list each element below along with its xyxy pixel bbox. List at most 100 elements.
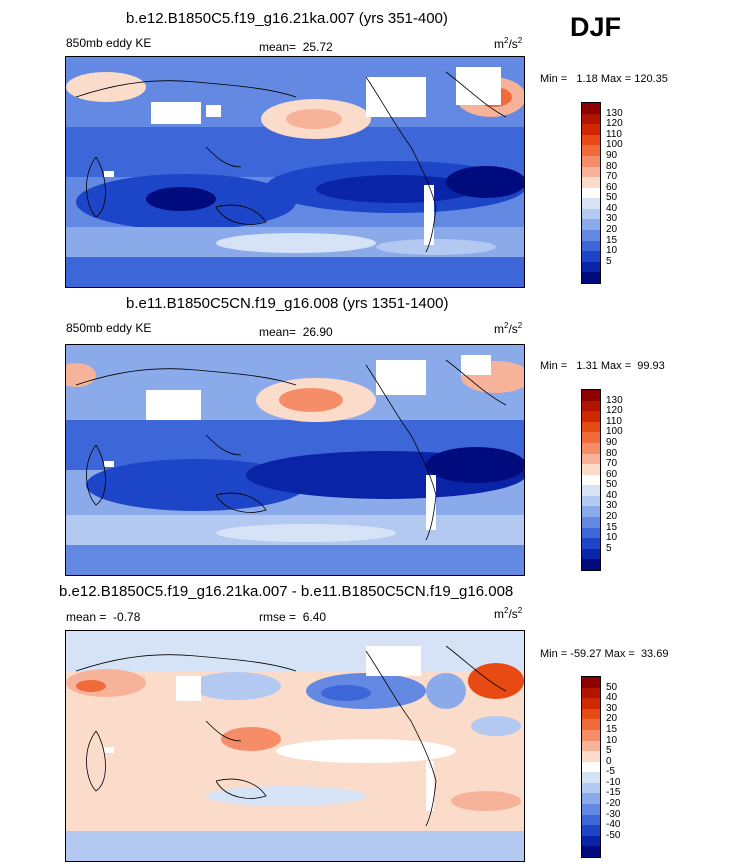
colorbar-tick-label: 120 [606, 405, 623, 417]
panel-3-minmax: Min = -59.27 Max = 33.69 [540, 648, 669, 660]
panel-3-colorbar: 50 40 30 20 15 10 5 0 -5 -10 -15 -20 -30 -40 -50 [581, 676, 620, 858]
colorbar-cell [582, 230, 600, 242]
colorbar-tick-label: 5 [606, 542, 612, 554]
colorbar-tick-label: 15 [606, 723, 618, 735]
panel-1-title: b.e12.B1850C5.f19_g16.21ka.007 (yrs 351-… [126, 10, 448, 27]
colorbar-cell [582, 708, 600, 720]
colorbar-tick-label: 100 [606, 426, 623, 438]
panel-2-title: b.e11.B1850C5CN.f19_g16.008 (yrs 1351-14… [126, 295, 449, 312]
colorbar-cell [582, 729, 600, 742]
colorbar-cell [582, 495, 600, 507]
colorbar-cell [582, 559, 600, 571]
colorbar-cell [582, 506, 600, 518]
colorbar-tick-label: 50 [606, 192, 618, 204]
colorbar-tick-label: -5 [606, 766, 615, 778]
colorbar-tick-label: -30 [606, 808, 621, 820]
panel-3-mean: mean = -0.78 [66, 610, 141, 624]
colorbar-cell [582, 442, 600, 455]
colorbar-cell [582, 208, 600, 220]
colorbar-cell [582, 261, 600, 273]
colorbar-tick-label: 5 [606, 745, 612, 757]
colorbar-tick-label: 70 [606, 171, 618, 183]
colorbar-cell [582, 474, 600, 486]
colorbar-tick-label: 130 [606, 394, 623, 406]
colorbar-cell [582, 166, 600, 178]
colorbar-cell [582, 835, 600, 847]
panel-2-variable-label: 850mb eddy KE [66, 321, 152, 335]
colorbar-tick-label: 90 [606, 149, 618, 161]
colorbar-tick-label: 10 [606, 734, 618, 746]
colorbar-tick-label: 50 [606, 479, 618, 491]
colorbar-cell [582, 687, 600, 699]
panel-2-map-field [66, 345, 524, 575]
colorbar-tick-label: 80 [606, 447, 618, 459]
colorbar-cell [582, 124, 600, 136]
colorbar-cell [582, 155, 600, 168]
season-label: DJF [570, 12, 622, 42]
colorbar-cell [582, 219, 600, 231]
colorbar-cell [582, 527, 600, 539]
colorbar-cell [582, 251, 600, 263]
colorbar-cell [582, 400, 600, 412]
panel-1-variable-label: 850mb eddy KE [66, 36, 152, 50]
panel-1-units: m2/s2 [494, 36, 523, 51]
colorbar-cell [582, 548, 600, 560]
colorbar-cell [582, 453, 600, 465]
colorbar-cell [582, 814, 600, 826]
panel-2-colorbar: 130 120 110 100 90 80 70 60 50 40 30 20 15 10 5 [581, 389, 623, 571]
colorbar-cell [582, 113, 600, 125]
colorbar-tick-label: 70 [606, 458, 618, 470]
colorbar-tick-label: 20 [606, 713, 618, 725]
colorbar-cell [582, 177, 600, 189]
colorbar-cell [582, 421, 600, 433]
colorbar-cell [582, 485, 600, 497]
panel-2-minmax: Min = 1.31 Max = 99.93 [540, 360, 665, 372]
colorbar-tick-label: 40 [606, 489, 618, 501]
panel-1-map [65, 56, 525, 288]
colorbar-tick-label: 60 [606, 181, 618, 193]
panel-3-units: m2/s2 [494, 606, 523, 621]
colorbar-cell [582, 751, 600, 763]
colorbar-tick-label: -50 [606, 829, 621, 841]
colorbar-tick-label: 80 [606, 160, 618, 172]
colorbar-cell [582, 411, 600, 423]
colorbar-cell [582, 846, 600, 858]
panel-3-rmse: rmse = 6.40 [259, 610, 327, 624]
colorbar-cell [582, 538, 600, 550]
colorbar-tick-label: 130 [606, 107, 623, 119]
panel-2-map [65, 344, 525, 576]
panel-1-map-field [66, 57, 524, 287]
colorbar-tick-label: 20 [606, 224, 618, 236]
colorbar-tick-label: 40 [606, 202, 618, 214]
colorbar-cell [582, 793, 600, 805]
panel-1-colorbar: 130 120 110 100 90 80 70 60 50 40 30 20 15 10 5 [581, 102, 623, 284]
colorbar-cell [582, 432, 600, 444]
colorbar-cell [582, 464, 600, 476]
colorbar-cell [582, 390, 600, 402]
colorbar-cell [582, 698, 600, 710]
colorbar-tick-label: 110 [606, 415, 622, 427]
colorbar-tick-label: 50 [606, 681, 618, 693]
colorbar-cell [582, 517, 600, 529]
colorbar-tick-label: 30 [606, 702, 618, 714]
panel-2-mean: mean= 26.90 [259, 325, 333, 339]
colorbar-cell [582, 677, 600, 689]
colorbar-tick-label: 10 [606, 245, 618, 257]
colorbar-cell [582, 761, 600, 773]
colorbar-cell [582, 134, 600, 146]
colorbar-cell [582, 804, 600, 816]
colorbar-cell [582, 240, 600, 252]
colorbar-cell [582, 719, 600, 731]
colorbar-tick-label: 120 [606, 118, 623, 130]
panel-3-title: b.e12.B1850C5.f19_g16.21ka.007 - b.e11.B… [59, 583, 514, 600]
colorbar-tick-label: 15 [606, 234, 618, 246]
colorbar-tick-label: 90 [606, 436, 618, 448]
colorbar-cell [582, 782, 600, 794]
colorbar-tick-label: 40 [606, 692, 618, 704]
colorbar-cell [582, 740, 600, 752]
panel-1-minmax: Min = 1.18 Max = 120.35 [540, 73, 668, 85]
panel-3-map [65, 630, 525, 862]
colorbar-tick-label: -10 [606, 776, 621, 788]
colorbar-tick-label: 20 [606, 511, 618, 523]
colorbar-cell [582, 103, 600, 115]
